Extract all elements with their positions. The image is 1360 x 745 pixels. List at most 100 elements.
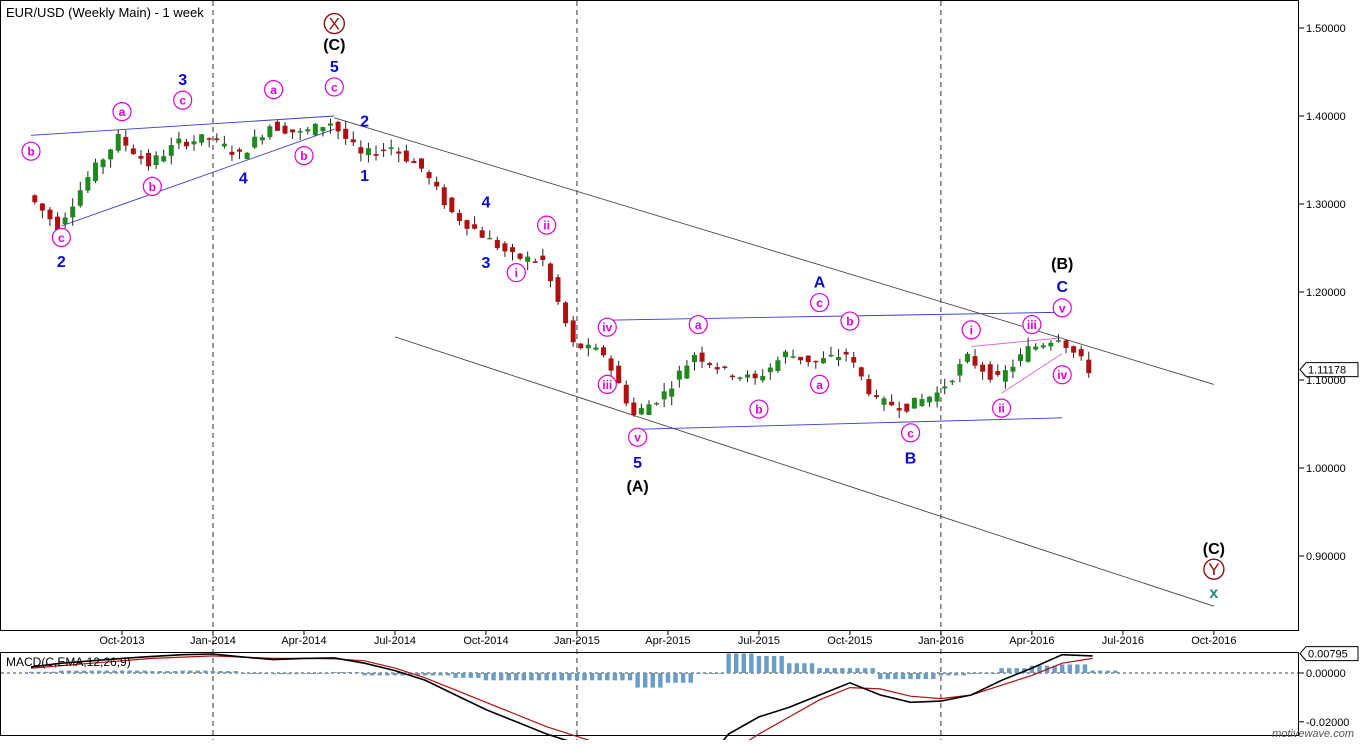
macd-histogram-bar (81, 670, 87, 673)
wave-label-circle (51, 227, 71, 248)
candle-body (676, 370, 682, 380)
candle-body (92, 162, 98, 182)
candle-body (396, 151, 402, 154)
macd-histogram-bar (544, 673, 549, 681)
y-tick-label: 1.00000 (1306, 463, 1346, 475)
macd-pane[interactable] (0, 652, 1299, 736)
wave-label-layer: X(C)5c3caabbbc242143iiiiviiiv5(A)abAcabc… (21, 12, 1225, 602)
candle-body (889, 401, 895, 406)
wave-label: (A) (627, 479, 649, 496)
macd-value-tag (1299, 646, 1359, 662)
macd-histogram-bar (711, 673, 716, 674)
candle-body (525, 256, 531, 262)
wave-label: b (300, 149, 307, 163)
macd-histogram-bar (43, 671, 49, 673)
macd-histogram-bar (498, 673, 504, 681)
trend-line (30, 115, 335, 136)
candle-body (752, 373, 758, 379)
macd-histogram-bar (89, 670, 94, 673)
candle-body (509, 247, 515, 253)
wave-label-circle (840, 311, 860, 331)
macd-histogram-bar (1060, 664, 1065, 673)
x-tick-label: Apr-2016 (1009, 635, 1054, 647)
candle-body (388, 147, 394, 149)
trend-line (334, 117, 1215, 385)
candle-body (1055, 340, 1061, 342)
wave-label: (B) (1051, 256, 1073, 273)
wave-label-circle (173, 90, 193, 110)
macd-histogram-bar (658, 673, 663, 688)
macd-histogram-bar (1090, 670, 1095, 673)
wave-label: 5 (330, 59, 339, 76)
candle-body (244, 152, 250, 160)
macd-histogram-bar (1113, 670, 1118, 673)
candle-body (957, 364, 963, 376)
wave-label-circle (809, 374, 830, 394)
candle-body (441, 187, 447, 206)
candle-body (108, 149, 114, 160)
candle-body (358, 147, 364, 154)
macd-histogram-bar (483, 673, 489, 681)
macd-histogram-bar (1097, 670, 1103, 673)
candle-body (858, 367, 864, 377)
x-tick-label: Apr-2015 (645, 635, 690, 647)
candle-body (570, 320, 576, 343)
wave-label: 4 (482, 194, 491, 211)
candle-body (1086, 359, 1092, 374)
candle-body (798, 356, 804, 361)
candle-body (669, 388, 675, 397)
candle-body (760, 376, 766, 381)
macd-histogram-bar (218, 671, 223, 673)
candle-body (972, 356, 978, 366)
candle-body (949, 380, 955, 383)
macd-histogram-bar (180, 670, 185, 673)
macd-histogram-bar (279, 673, 284, 675)
candle-body (1002, 370, 1008, 382)
macd-histogram-bar (423, 673, 428, 676)
macd-histogram-bar (915, 673, 921, 680)
candle-body (623, 384, 629, 404)
macd-histogram-bar (476, 673, 481, 678)
macd-histogram-bar (309, 673, 314, 674)
candle-body (343, 128, 349, 139)
trend-line-layer (30, 115, 1215, 607)
candle-body (176, 138, 182, 144)
macd-histogram-bar (908, 673, 913, 680)
macd-y-tick-label: -0.02000 (1306, 717, 1349, 729)
x-tick-label: Jul-2014 (374, 635, 416, 647)
candle-body (995, 371, 1001, 375)
macd-histogram-bar (794, 663, 800, 673)
candle-body (206, 138, 212, 140)
candle-body (411, 160, 417, 164)
macd-histogram-bar (521, 673, 527, 681)
macd-histogram-bar (142, 670, 147, 673)
candle-layer (32, 118, 1092, 419)
macd-histogram-bar (332, 672, 337, 674)
macd-histogram-bar (354, 672, 360, 674)
candle-body (115, 133, 121, 151)
candle-body (547, 263, 553, 282)
candle-body (1018, 354, 1024, 362)
candle-body (532, 261, 538, 263)
macd-histogram-bar (809, 663, 815, 673)
price-pane[interactable] (0, 0, 1299, 631)
candle-body (782, 351, 788, 358)
macd-histogram-bar (248, 673, 254, 674)
macd-histogram-bar (1014, 668, 1019, 673)
y-tick-label: 1.10000 (1306, 375, 1346, 387)
candle-body (487, 237, 493, 240)
trend-line (61, 128, 335, 227)
candle-body (1010, 366, 1016, 372)
macd-histogram-bar (172, 671, 178, 673)
wave-label: a (270, 83, 277, 97)
wave-label: 4 (239, 171, 248, 188)
macd-histogram-bar (36, 671, 41, 673)
macd-histogram-bar (59, 670, 64, 673)
candle-body (290, 129, 296, 133)
candle-body (745, 374, 751, 378)
macd-histogram-bar (165, 671, 170, 673)
candle-body (638, 408, 644, 415)
wave-label-circle (537, 215, 557, 235)
